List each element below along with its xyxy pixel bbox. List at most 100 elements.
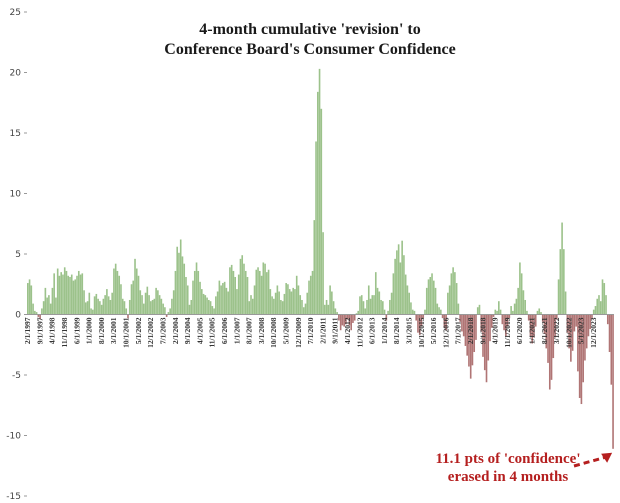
bar: [39, 314, 41, 320]
y-tick-label: 25: [10, 8, 21, 18]
bar: [218, 280, 221, 315]
bar: [120, 284, 122, 315]
bar: [392, 273, 395, 315]
bar: [157, 290, 159, 315]
bar: [118, 275, 121, 315]
bar: [137, 275, 140, 315]
bar: [102, 298, 105, 315]
bar: [100, 304, 103, 315]
bar: [367, 285, 370, 315]
bar: [410, 302, 412, 315]
bar: [380, 299, 382, 315]
bar: [364, 308, 367, 315]
bar: [436, 303, 439, 315]
bar: [422, 314, 425, 319]
bar: [397, 244, 400, 315]
bar: [589, 314, 592, 330]
x-tick-label: 9/1/1997: [35, 317, 44, 344]
bar: [174, 270, 177, 315]
bar: [269, 289, 272, 315]
bar: [222, 283, 224, 315]
bar: [610, 314, 613, 385]
bar: [524, 299, 526, 315]
y-tick-label: 0: [15, 311, 21, 321]
bar: [172, 290, 175, 315]
bar: [608, 314, 611, 353]
bar: [178, 252, 180, 315]
x-tick-label: 12/1/2009: [294, 317, 303, 348]
bar: [106, 289, 108, 315]
bar: [355, 313, 358, 315]
bar: [86, 301, 89, 315]
annotation-line-1: 11.1 pts of 'confidence': [435, 451, 581, 467]
bar: [243, 263, 245, 315]
bar: [498, 301, 500, 315]
x-tick-label: 10/1/2001: [122, 317, 131, 348]
bar: [188, 304, 191, 315]
bar: [513, 303, 516, 315]
bar: [179, 239, 182, 315]
bar: [283, 293, 286, 315]
bar: [232, 270, 235, 315]
bar: [237, 274, 240, 315]
bar: [385, 314, 388, 321]
y-tick-label: -15: [6, 492, 21, 502]
bar: [123, 301, 126, 315]
bar: [594, 306, 597, 315]
bar: [447, 292, 449, 315]
bar: [548, 314, 551, 390]
bar: [554, 314, 556, 338]
bar: [570, 314, 572, 362]
bar: [534, 314, 537, 327]
bar: [374, 272, 377, 315]
bar: [425, 287, 428, 315]
bar: [369, 298, 372, 315]
x-tick-label: 4/1/2019: [491, 317, 500, 344]
bar: [362, 301, 365, 315]
x-tick-label: 4/1/1998: [48, 317, 57, 344]
bar: [522, 290, 525, 315]
bar: [529, 314, 532, 337]
bar: [227, 291, 229, 315]
bar: [42, 301, 45, 315]
bar: [165, 314, 168, 317]
bar: [155, 287, 157, 315]
x-tick-label: 9/1/2011: [331, 317, 340, 344]
bar: [139, 290, 142, 315]
bar: [144, 292, 147, 315]
bar: [197, 270, 200, 315]
bar: [561, 222, 563, 315]
bar: [341, 314, 344, 326]
x-tick-label: 12/1/2016: [441, 317, 450, 348]
x-tick-label: 4/1/2005: [195, 317, 204, 344]
bar: [462, 314, 465, 337]
x-tick-label: 11/1/2012: [355, 317, 364, 347]
bar: [316, 91, 319, 315]
bar: [309, 275, 312, 315]
bar: [599, 301, 602, 315]
x-tick-label: 1/1/2021: [528, 317, 537, 344]
bar: [485, 314, 488, 383]
bar: [564, 291, 567, 315]
bar: [164, 307, 166, 315]
bar: [571, 314, 574, 351]
bar: [403, 255, 405, 315]
bar: [432, 280, 435, 315]
bar: [99, 301, 101, 315]
bar: [606, 314, 609, 325]
annotation-line-2: erased in 4 months: [447, 469, 569, 485]
x-tick-label: 8/1/2007: [245, 317, 254, 344]
bar: [234, 276, 236, 315]
bar: [587, 314, 590, 337]
bar: [267, 269, 270, 315]
annotation-arrow: [573, 455, 608, 468]
bar: [492, 314, 495, 317]
x-tick-label: 8/1/2021: [540, 317, 549, 344]
bar: [225, 287, 228, 315]
bar: [552, 314, 555, 359]
bar: [206, 297, 208, 315]
bar: [332, 301, 335, 315]
bar: [353, 314, 356, 321]
x-tick-label: 9/1/2018: [478, 317, 487, 344]
bar: [468, 314, 470, 367]
